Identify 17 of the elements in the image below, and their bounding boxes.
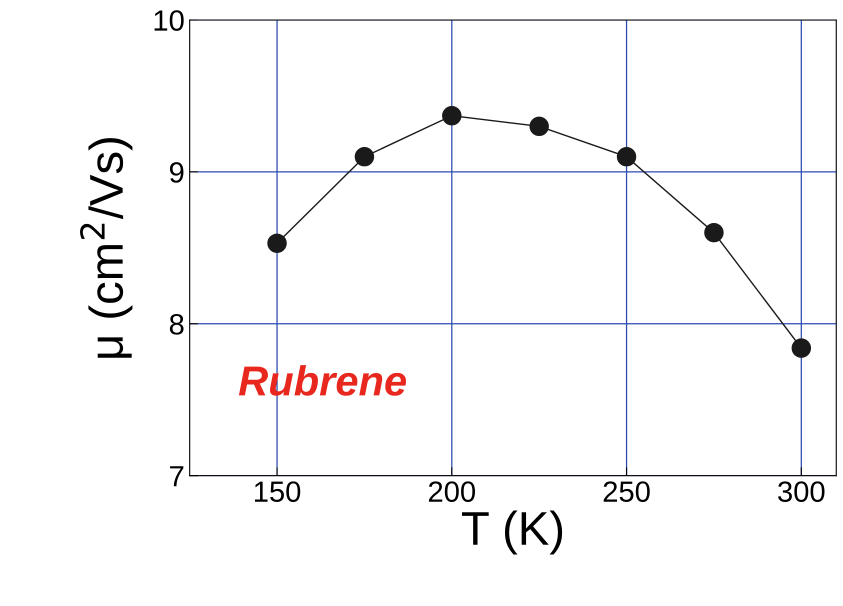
x-axis-title: T (K)	[462, 510, 562, 555]
point	[792, 338, 812, 358]
point	[267, 234, 287, 254]
point	[616, 146, 636, 166]
x-tick-label: 200	[428, 481, 475, 502]
x-tick-label: 300	[778, 481, 824, 502]
point	[529, 116, 549, 136]
y-axis-title: μ (cm$^{2}$/Vs)	[80, 138, 132, 358]
point	[442, 106, 462, 126]
point	[354, 146, 374, 166]
y-tick-label: 10	[154, 10, 184, 31]
y-tick-label: 8	[170, 314, 184, 335]
x-tick-label: 250	[604, 481, 650, 502]
y-tick-label: 7	[170, 466, 184, 486]
point	[704, 222, 724, 242]
y-tick-label: 9	[170, 162, 184, 183]
x-tick-label: 150	[254, 481, 300, 502]
